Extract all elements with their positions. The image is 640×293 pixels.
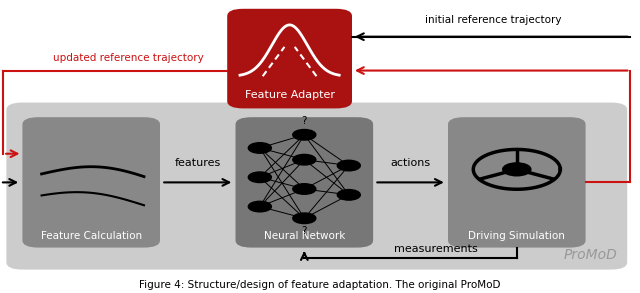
Text: features: features	[175, 158, 221, 168]
Circle shape	[293, 154, 316, 165]
Text: actions: actions	[390, 158, 431, 168]
Text: Neural Network: Neural Network	[264, 231, 345, 241]
Text: Feature Adapter: Feature Adapter	[244, 90, 335, 100]
Circle shape	[293, 213, 316, 224]
Circle shape	[248, 201, 271, 212]
FancyBboxPatch shape	[236, 117, 373, 248]
Circle shape	[293, 184, 316, 194]
Text: Figure 4: Structure/design of feature adaptation. The original ProMoD: Figure 4: Structure/design of feature ad…	[140, 280, 500, 290]
Circle shape	[503, 163, 531, 176]
Circle shape	[293, 130, 316, 140]
Text: measurements: measurements	[394, 244, 478, 254]
Text: ?: ?	[301, 226, 307, 236]
Circle shape	[337, 160, 360, 171]
FancyBboxPatch shape	[6, 103, 627, 270]
FancyBboxPatch shape	[448, 117, 586, 248]
Circle shape	[337, 190, 360, 200]
Circle shape	[248, 143, 271, 153]
Text: Feature Calculation: Feature Calculation	[40, 231, 142, 241]
FancyBboxPatch shape	[227, 9, 352, 108]
Text: initial reference trajectory: initial reference trajectory	[424, 15, 561, 25]
Text: updated reference trajectory: updated reference trajectory	[52, 53, 204, 63]
Circle shape	[248, 172, 271, 183]
Text: ProMoD: ProMoD	[564, 248, 618, 262]
Text: Driving Simulation: Driving Simulation	[468, 231, 565, 241]
Text: ?: ?	[301, 116, 307, 126]
FancyBboxPatch shape	[22, 117, 160, 248]
